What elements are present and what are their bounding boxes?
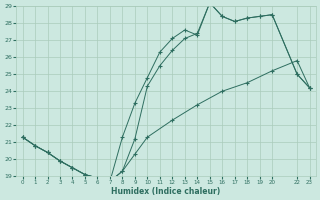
X-axis label: Humidex (Indice chaleur): Humidex (Indice chaleur)	[111, 187, 221, 196]
